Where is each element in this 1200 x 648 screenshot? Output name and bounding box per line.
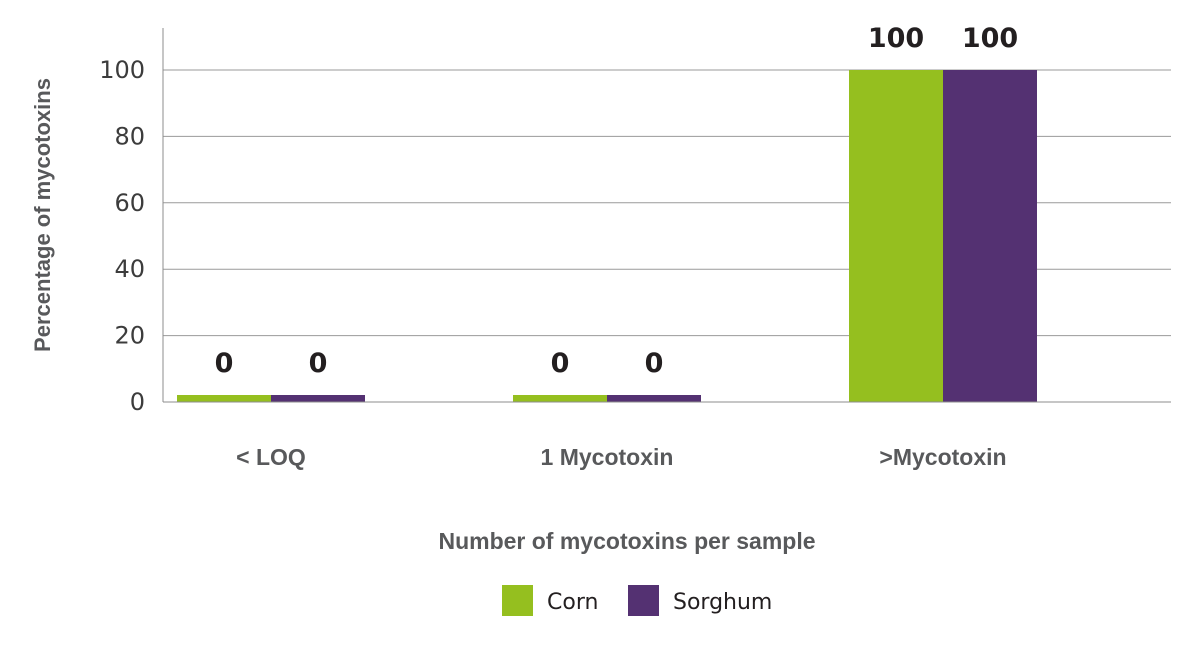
x-category-label: 1 Mycotoxin xyxy=(541,444,674,470)
data-labels: 0 0 0 0 100 100 xyxy=(215,23,1019,379)
bar-corn-2 xyxy=(849,70,943,402)
data-label: 0 xyxy=(551,348,570,379)
y-tick-label: 100 xyxy=(99,56,145,84)
y-axis-ticks: 0 20 40 60 80 100 xyxy=(99,56,145,416)
bar-sorghum-0 xyxy=(271,395,365,402)
y-tick-label: 60 xyxy=(114,189,145,217)
legend-swatch-sorghum xyxy=(628,585,659,616)
bar-corn-1 xyxy=(513,395,607,402)
bar-sorghum-2 xyxy=(943,70,1037,402)
data-label: 0 xyxy=(215,348,234,379)
x-category-label: >Mycotoxin xyxy=(879,444,1006,470)
y-tick-label: 80 xyxy=(114,122,145,150)
bars xyxy=(177,70,1037,402)
y-tick-label: 0 xyxy=(130,388,145,416)
legend-label-sorghum: Sorghum xyxy=(673,590,772,615)
legend-label-corn: Corn xyxy=(547,590,598,615)
bar-sorghum-1 xyxy=(607,395,701,402)
data-label: 0 xyxy=(309,348,328,379)
data-label: 0 xyxy=(645,348,664,379)
legend: Corn Sorghum xyxy=(502,585,772,616)
bar-corn-0 xyxy=(177,395,271,402)
legend-swatch-corn xyxy=(502,585,533,616)
y-axis-label: Percentage of mycotoxins xyxy=(30,78,55,352)
x-category-label: < LOQ xyxy=(236,444,306,470)
x-axis-label: Number of mycotoxins per sample xyxy=(438,528,815,554)
x-axis-categories: < LOQ 1 Mycotoxin >Mycotoxin xyxy=(236,444,1006,470)
data-label: 100 xyxy=(962,23,1018,54)
y-tick-label: 20 xyxy=(114,322,145,350)
data-label: 100 xyxy=(868,23,924,54)
y-tick-label: 40 xyxy=(114,255,145,283)
